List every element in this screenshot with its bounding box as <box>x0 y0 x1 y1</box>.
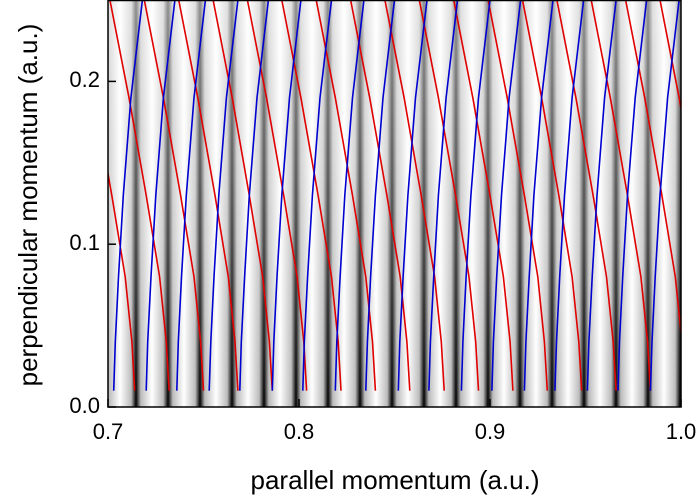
curve <box>617 0 648 391</box>
x-tick-label: 0.9 <box>475 419 506 444</box>
curve <box>521 0 583 391</box>
x-tick-label: 1.0 <box>666 419 697 444</box>
x-tick-label: 0.7 <box>93 419 124 444</box>
y-tick-label: 0.1 <box>69 230 100 255</box>
curve <box>384 0 445 391</box>
curve <box>649 0 680 391</box>
curve <box>176 0 207 391</box>
curve <box>239 0 270 391</box>
curve <box>418 0 480 391</box>
curve <box>315 0 377 391</box>
curve <box>659 0 681 114</box>
curve <box>112 0 144 391</box>
curve <box>554 0 585 391</box>
x-tick-label: 0.8 <box>284 419 315 444</box>
curve <box>145 0 176 391</box>
plot-frame <box>107 0 682 408</box>
curve <box>177 0 239 391</box>
curve <box>397 0 428 391</box>
curve <box>108 169 136 391</box>
curve <box>523 0 554 391</box>
curve <box>460 0 491 391</box>
curve <box>586 0 617 391</box>
curve <box>556 0 617 391</box>
curve <box>349 0 411 391</box>
x-axis-label: parallel momentum (a.u.) <box>251 465 540 495</box>
curve <box>334 0 365 391</box>
curve <box>452 0 514 391</box>
y-tick-label: 0.0 <box>69 393 100 418</box>
curve <box>428 0 459 391</box>
density-map <box>108 0 681 407</box>
curve <box>365 0 396 391</box>
curve <box>281 0 342 391</box>
curves <box>108 0 681 391</box>
y-tick-label: 0.2 <box>69 67 100 92</box>
curve <box>143 0 205 391</box>
curve <box>624 0 681 340</box>
y-axis-label: perpendicular momentum (a.u.) <box>13 24 43 387</box>
curve <box>208 0 239 391</box>
curve <box>302 0 333 391</box>
curve <box>271 0 302 391</box>
curve <box>491 0 522 391</box>
